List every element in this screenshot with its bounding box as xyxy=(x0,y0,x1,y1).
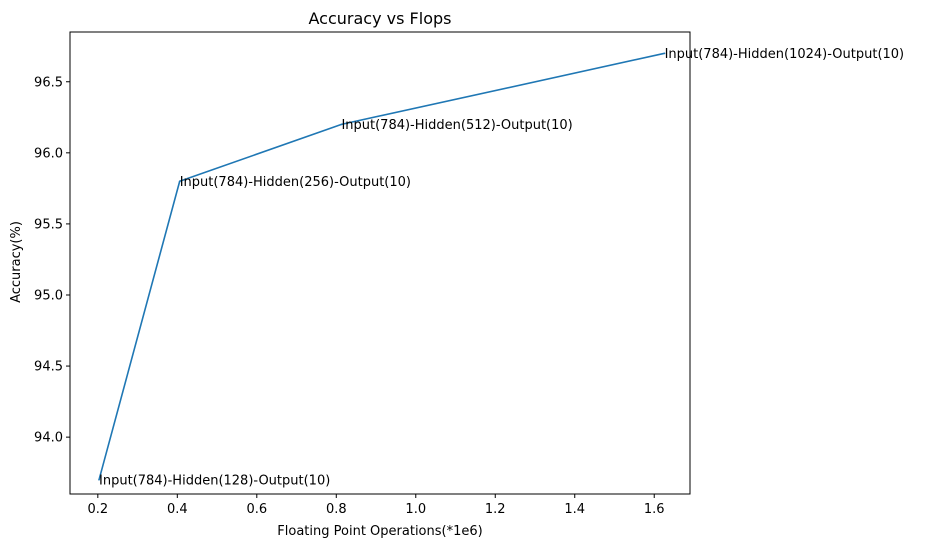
y-tick-label: 96.5 xyxy=(34,75,63,90)
series-line xyxy=(98,52,665,480)
y-axis-label: Accuracy(%) xyxy=(9,221,24,303)
y-tick-label: 94.0 xyxy=(34,431,63,446)
x-tick-label: 1.0 xyxy=(405,502,426,517)
annotations: Input(784)-Hidden(128)-Output(10) Input(7… xyxy=(99,47,904,488)
x-tick-label: 1.2 xyxy=(485,502,506,517)
point-annotation: Input(784)-Hidden(1024)-Output(10) xyxy=(665,47,905,62)
axes-frame xyxy=(69,31,691,495)
x-tick-label: 0.2 xyxy=(87,502,108,517)
data-point xyxy=(340,123,343,126)
point-annotation: Input(784)-Hidden(128)-Output(10) xyxy=(99,473,330,488)
y-tick-label: 96.0 xyxy=(34,146,63,161)
data-point xyxy=(663,52,666,55)
series-layer xyxy=(98,52,666,481)
x-axis: 0.2 0.4 0.6 0.8 1.0 1.2 1.4 1.6 xyxy=(87,494,665,517)
x-tick-label: 1.4 xyxy=(564,502,585,517)
y-tick-label: 94.5 xyxy=(34,360,63,375)
point-annotation: Input(784)-Hidden(512)-Output(10) xyxy=(341,118,572,133)
x-tick-label: 1.6 xyxy=(644,502,665,517)
y-tick-label: 95.5 xyxy=(34,217,63,232)
data-point xyxy=(98,478,100,481)
x-tick-label: 0.4 xyxy=(167,502,188,517)
chart-title: Accuracy vs Flops xyxy=(309,9,452,28)
x-tick-label: 0.6 xyxy=(246,502,267,517)
x-tick-label: 0.8 xyxy=(326,502,347,517)
y-tick-label: 95.0 xyxy=(34,288,63,303)
data-point xyxy=(178,180,181,183)
y-axis: 94.0 94.5 95.0 95.5 96.0 96.5 xyxy=(34,75,70,446)
point-annotation: Input(784)-Hidden(256)-Output(10) xyxy=(180,175,411,190)
x-axis-label: Floating Point Operations(*1e6) xyxy=(277,524,482,539)
plot-area xyxy=(69,31,691,495)
